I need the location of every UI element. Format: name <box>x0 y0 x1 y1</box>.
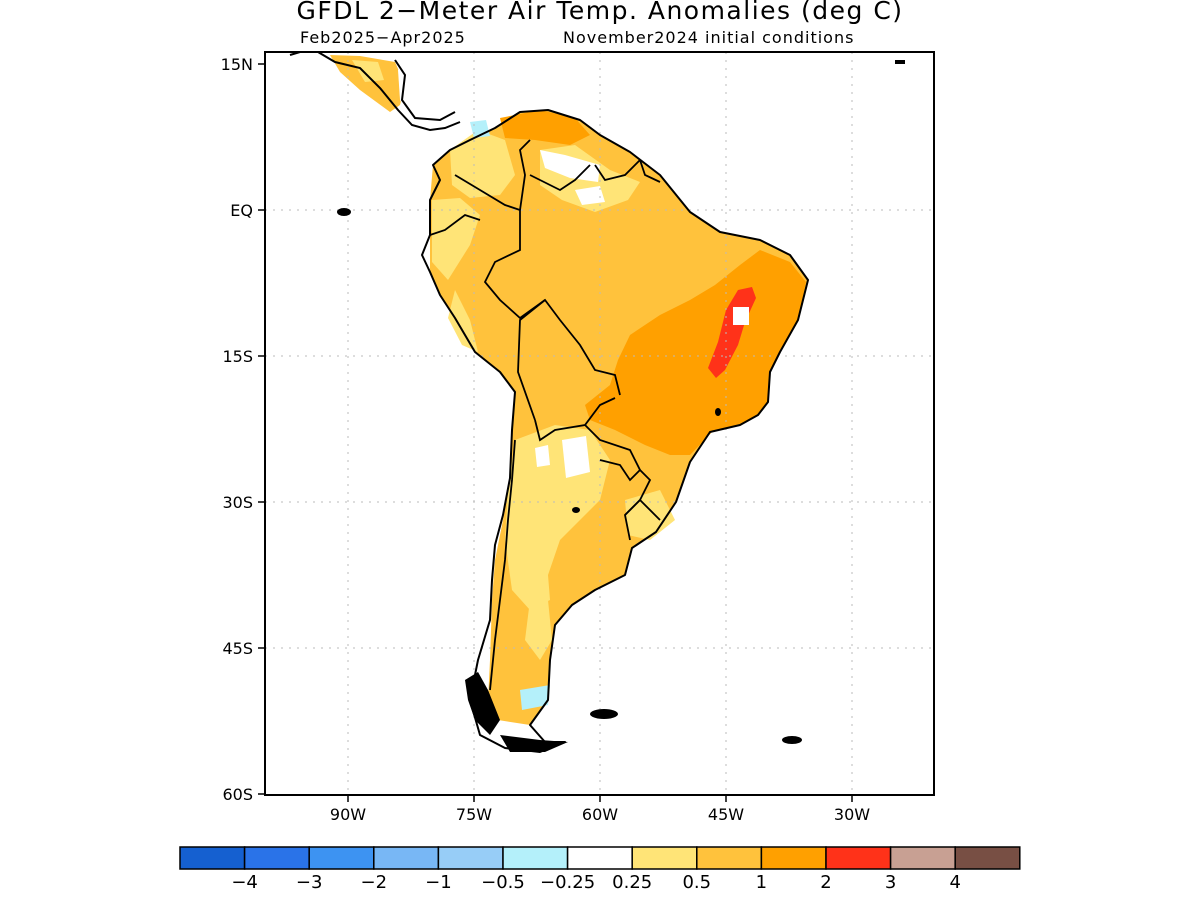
colorbar-swatch <box>631 846 698 870</box>
colorbar-swatch <box>954 846 1021 870</box>
colorbar-swatch <box>437 846 504 870</box>
lat-label-45s: 45S <box>222 639 253 658</box>
shading-near-zero <box>265 52 749 478</box>
islands <box>337 60 905 752</box>
colorbar-label: −0.25 <box>540 872 595 893</box>
colorbar <box>179 846 1021 870</box>
lat-label-60s: 60S <box>222 785 253 804</box>
lat-label-30s: 30S <box>222 493 253 512</box>
colorbar-label: 2 <box>820 872 831 893</box>
forecast-period: Feb2025−Apr2025 <box>300 28 466 47</box>
lon-label-45w: 45W <box>708 805 744 824</box>
colorbar-swatch <box>373 846 440 870</box>
coastline <box>421 109 809 753</box>
tick-marks <box>258 63 853 802</box>
colorbar-label: −0.5 <box>481 872 525 893</box>
colorbar-swatch <box>825 846 892 870</box>
anomaly-field <box>265 52 934 795</box>
country-borders <box>429 139 661 691</box>
lat-label-15s: 15S <box>222 347 253 366</box>
colorbar-label: −3 <box>296 872 323 893</box>
colorbar-label: 4 <box>949 872 960 893</box>
shading-0.5-1-central-america <box>330 55 405 112</box>
colorbar-labels: −4 −3 −2 −1 −0.5 −0.25 0.25 0.5 1 2 3 4 <box>231 872 961 893</box>
initial-conditions: November2024 initial conditions <box>563 28 855 47</box>
colorbar-swatch <box>308 846 375 870</box>
colorbar-swatch <box>760 846 827 870</box>
lon-label-75w: 75W <box>456 805 492 824</box>
colorbar-swatch <box>243 846 310 870</box>
colorbar-swatch <box>566 846 633 870</box>
colorbar-swatch <box>889 846 956 870</box>
colorbar-swatch <box>179 846 246 870</box>
lon-label-90w: 90W <box>330 805 366 824</box>
colorbar-swatch <box>696 846 763 870</box>
colorbar-label: 3 <box>885 872 896 893</box>
colorbar-label: 0.5 <box>682 872 711 893</box>
colorbar-label: −2 <box>361 872 388 893</box>
colorbar-label: −1 <box>425 872 452 893</box>
lon-label-30w: 30W <box>834 805 870 824</box>
shading-1-2-north <box>500 110 590 145</box>
lon-label-60w: 60W <box>582 805 618 824</box>
colorbar-swatch <box>502 846 569 870</box>
map-title: GFDL 2−Meter Air Temp. Anomalies (deg C) <box>296 0 904 25</box>
colorbar-label: 1 <box>756 872 767 893</box>
colorbar-label: −4 <box>231 872 258 893</box>
lat-label-eq: EQ <box>230 201 253 220</box>
lat-label-15n: 15N <box>221 55 253 74</box>
colorbar-label: 0.25 <box>612 872 652 893</box>
